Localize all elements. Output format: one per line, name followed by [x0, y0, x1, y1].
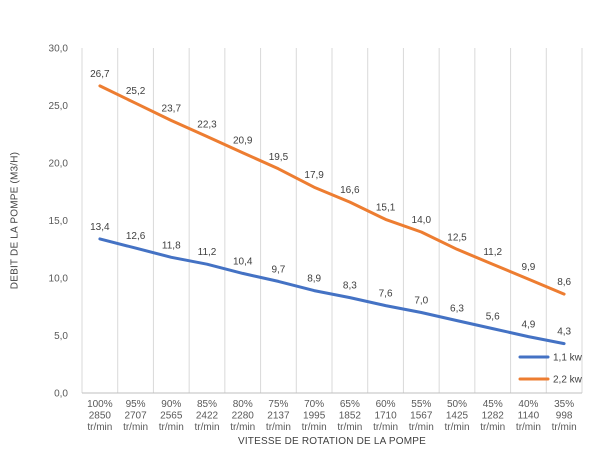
data-label: 20,9	[233, 136, 253, 147]
x-tick-label: 100% 2850 tr/min	[87, 399, 113, 433]
y-axis-title: DEBIT DE LA POMPE (M3/H)	[10, 152, 21, 289]
y-tick-label: 25,0	[49, 101, 69, 112]
x-tick-label: 70% 1995 tr/min	[302, 399, 327, 433]
x-tick-label: 80% 2280 tr/min	[230, 399, 255, 433]
data-label: 12,5	[447, 232, 467, 243]
x-axis-ticks: 100% 2850 tr/min 95% 2707 tr/min 90% 2565 tr/min…	[87, 399, 577, 433]
data-label: 4,9	[521, 320, 535, 331]
y-tick-label: 30,0	[49, 44, 69, 55]
legend-label-1: 1,1 kw	[553, 353, 583, 364]
data-label: 11,2	[483, 247, 502, 258]
y-tick-label: 5,0	[54, 331, 68, 342]
data-labels: 13,4 12,6 11,8 11,2 10,4 9,7 8,9 8,3 7,6 7,0 6,3 5,…	[90, 69, 571, 338]
data-label: 9,9	[521, 262, 535, 273]
data-label: 10,4	[233, 256, 253, 267]
data-label: 14,0	[412, 215, 432, 226]
data-label: 12,6	[126, 231, 146, 242]
x-tick-label: 35% 998 tr/min	[552, 399, 577, 433]
data-label: 8,3	[343, 281, 357, 292]
grid-lines	[81, 48, 583, 393]
y-tick-label: 20,0	[49, 159, 69, 170]
data-label: 25,2	[126, 86, 146, 97]
x-tick-label: 45% 1282 tr/min	[480, 399, 505, 433]
data-label: 13,4	[90, 222, 110, 233]
x-tick-label: 95% 2707 tr/min	[123, 399, 148, 433]
legend-label-2: 2,2 kw	[553, 375, 583, 386]
data-label: 22,3	[197, 120, 217, 131]
data-label: 8,6	[557, 277, 571, 288]
y-tick-label: 10,0	[49, 274, 69, 285]
data-label: 16,6	[340, 185, 360, 196]
legend: 1,1 kw 2,2 kw	[518, 353, 583, 386]
data-label: 7,0	[414, 296, 428, 307]
data-label: 8,9	[307, 274, 321, 285]
y-tick-label: 15,0	[49, 216, 69, 227]
y-tick-label: 0,0	[54, 389, 68, 400]
data-label: 6,3	[450, 304, 464, 315]
x-tick-label: 40% 1140 tr/min	[516, 399, 541, 433]
x-tick-label: 50% 1425 tr/min	[445, 399, 470, 433]
data-label: 17,9	[304, 170, 324, 181]
data-label: 19,5	[269, 152, 289, 163]
data-label: 4,3	[557, 327, 571, 338]
data-label: 11,2	[198, 247, 217, 258]
x-tick-label: 85% 2422 tr/min	[195, 399, 220, 433]
data-label: 11,8	[162, 240, 181, 251]
series-group	[98, 84, 566, 346]
data-label: 26,7	[90, 69, 110, 80]
x-tick-label: 65% 1852 tr/min	[337, 399, 362, 433]
x-tick-label: 55% 1567 tr/min	[409, 399, 434, 433]
x-tick-label: 75% 2137 tr/min	[266, 399, 291, 433]
series-line-1	[98, 237, 566, 346]
data-label: 7,6	[379, 289, 393, 300]
data-label: 5,6	[486, 312, 500, 323]
data-label: 15,1	[376, 202, 396, 213]
x-tick-label: 90% 2565 tr/min	[159, 399, 184, 433]
x-axis-title: VITESSE DE ROTATION DE LA POMPE	[238, 436, 426, 447]
y-axis-ticks: 0,0 5,0 10,0 15,0 20,0 25,0 30,0	[49, 44, 69, 400]
x-tick-label: 60% 1710 tr/min	[373, 399, 398, 433]
data-label: 23,7	[162, 103, 182, 114]
series-line-2	[98, 84, 566, 296]
data-label: 9,7	[271, 264, 285, 275]
